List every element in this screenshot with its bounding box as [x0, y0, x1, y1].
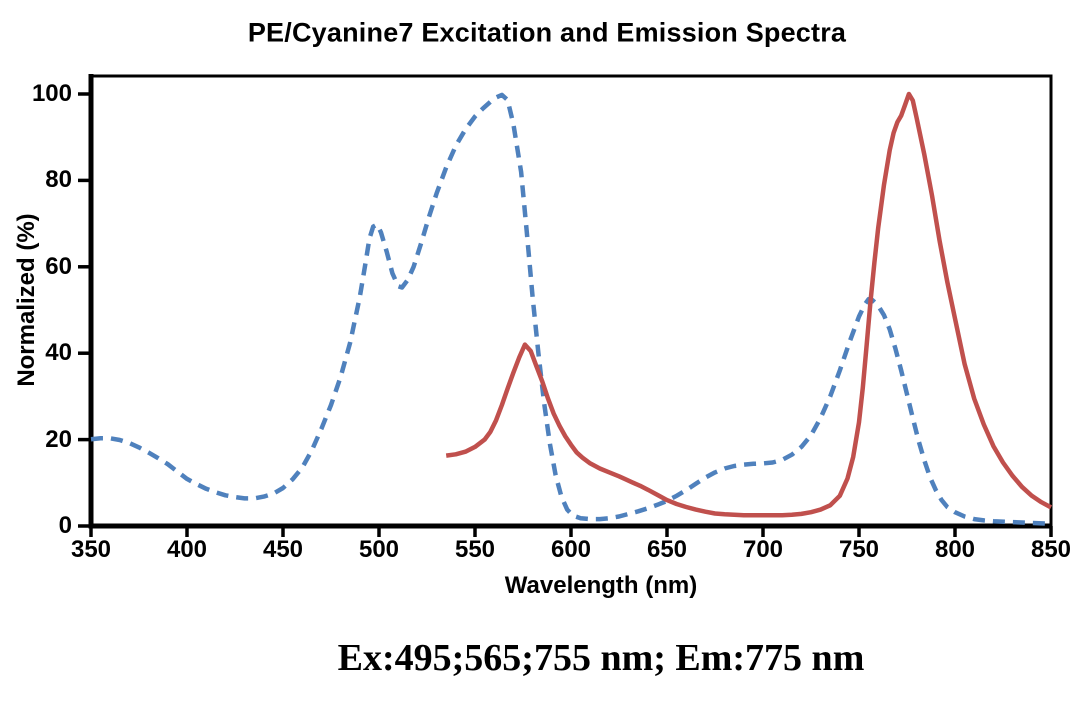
y-tick-label: 40 [45, 339, 72, 367]
x-tick-label: 350 [70, 536, 112, 563]
x-tick-label: 450 [262, 536, 304, 563]
x-tick-label: 400 [166, 536, 208, 563]
y-tick-label: 100 [31, 80, 72, 107]
x-tick-label: 600 [550, 536, 592, 563]
x-tick-label: 700 [742, 536, 784, 563]
spectra-caption: Ex:495;565;755 nm; Em:775 nm [337, 637, 865, 679]
x-tick-label: 650 [646, 536, 688, 563]
x-axis-title: Wavelength (nm) [504, 572, 698, 599]
chart-title: PE/Cyanine7 Excitation and Emission Spec… [247, 17, 847, 48]
x-tick-label: 800 [934, 536, 976, 563]
x-tick-label: 850 [1030, 536, 1072, 563]
y-tick-label: 60 [45, 252, 72, 280]
emission-curve [445, 91, 1053, 518]
plot-border [89, 74, 1053, 528]
y-tick-label: 20 [45, 425, 72, 453]
x-tick-label: 550 [454, 536, 496, 563]
x-tick-label: 750 [838, 536, 880, 563]
excitation-curve [90, 92, 1052, 527]
y-axis-title: Normalized (%) [13, 213, 40, 387]
y-tick-label: 80 [45, 166, 72, 194]
x-tick-label: 500 [358, 536, 400, 563]
y-tick-label: 0 [58, 512, 72, 539]
